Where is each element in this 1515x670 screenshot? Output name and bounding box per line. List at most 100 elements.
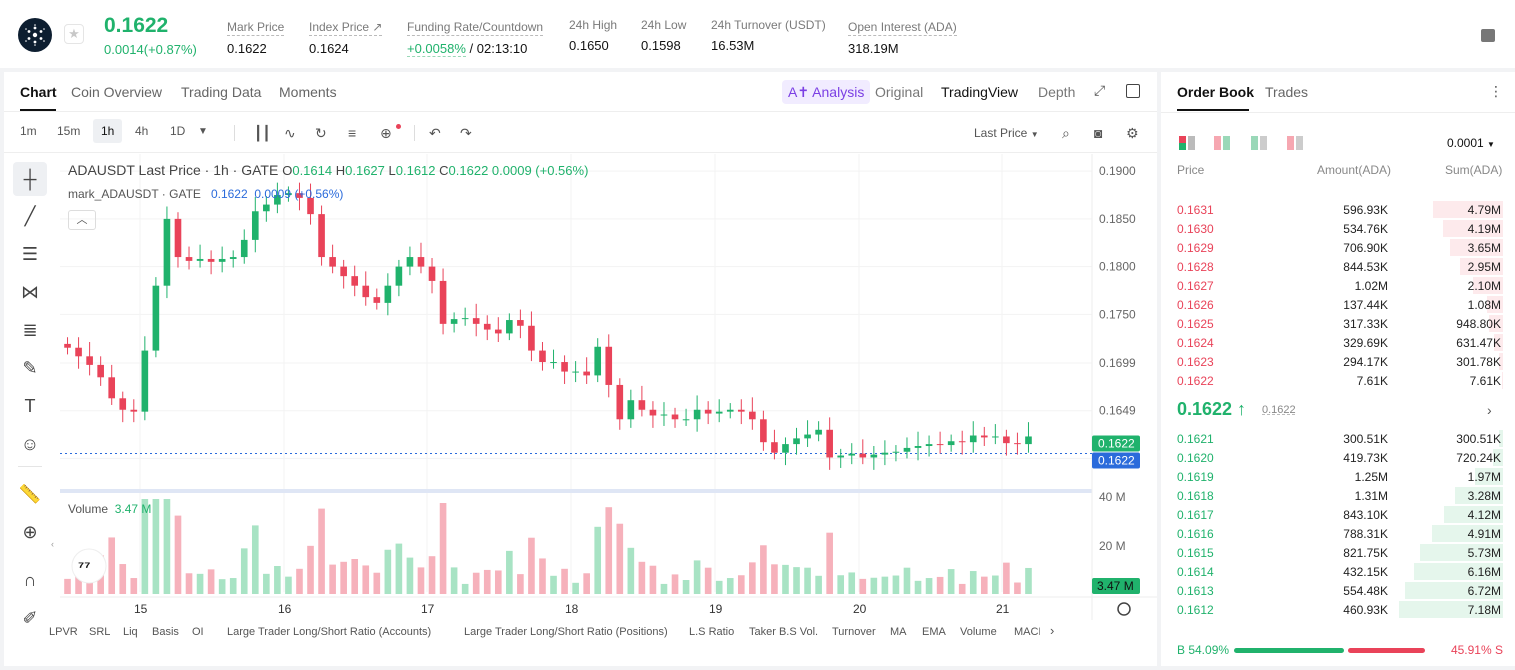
indicator-ema[interactable]: EMA (922, 626, 946, 638)
indicator-oi[interactable]: OI (192, 626, 204, 638)
zoom-in-icon[interactable]: ⊕ (18, 520, 42, 544)
stat-index-price[interactable]: Index Price ↗ 0.1624 (309, 18, 382, 56)
bid-row[interactable]: 0.1616 788.31K 4.91M (1161, 524, 1515, 543)
ask-row[interactable]: 0.1625 317.33K 948.80K (1161, 314, 1515, 333)
window-icon[interactable] (1126, 84, 1140, 98)
ai-analysis-button[interactable]: A✝ Analysis (782, 80, 870, 104)
indicator-macd[interactable]: MACD (1014, 626, 1040, 638)
view-bids-icon[interactable] (1251, 136, 1267, 150)
bid-row[interactable]: 0.1618 1.31M 3.28M (1161, 486, 1515, 505)
ask-row[interactable]: 0.1631 596.93K 4.79M (1161, 200, 1515, 219)
ruler-icon[interactable]: 📏 (18, 482, 42, 506)
timeframe-4h[interactable]: 4h (135, 124, 148, 138)
candle-body (473, 318, 480, 324)
emoji-icon[interactable]: ☺ (18, 432, 42, 456)
timeframe-15m[interactable]: 15m (57, 124, 80, 138)
indicator-liq[interactable]: Liq (123, 626, 138, 638)
timeframe-1m[interactable]: 1m (20, 124, 37, 138)
indicator-basis[interactable]: Basis (152, 626, 179, 638)
bid-row[interactable]: 0.1617 843.10K 4.12M (1161, 505, 1515, 524)
timeframe-1d[interactable]: 1D (170, 124, 185, 138)
indicator-volume[interactable]: Volume (960, 626, 997, 638)
more-vertical-icon[interactable]: ⋮ (1489, 83, 1503, 100)
fibonacci-icon[interactable]: ≣ (18, 318, 42, 342)
timeframe-dropdown-icon[interactable]: ▼ (198, 126, 208, 137)
chevron-right-icon[interactable]: › (1487, 402, 1492, 418)
view-tradingview[interactable]: TradingView (941, 84, 1018, 100)
ask-row[interactable]: 0.1623 294.17K 301.78K (1161, 352, 1515, 371)
price-type-select[interactable]: Last Price ▼ (974, 126, 1039, 140)
magnet-icon[interactable]: ∩ (18, 568, 42, 592)
row-amount: 432.15K (1343, 565, 1388, 579)
chart-grid (60, 154, 1157, 620)
bid-row[interactable]: 0.1614 432.15K 6.16M (1161, 562, 1515, 581)
settings-gear-icon[interactable]: ⚙ (1126, 125, 1139, 142)
indicators-icon[interactable]: ∿ (284, 125, 296, 142)
view-both-icon[interactable] (1179, 136, 1195, 150)
tab-coin-overview[interactable]: Coin Overview (71, 84, 162, 100)
tab-order-book[interactable]: Order Book (1177, 84, 1254, 100)
collapse-legend-button[interactable]: ︿ (68, 210, 96, 230)
tab-trades[interactable]: Trades (1265, 84, 1308, 100)
stat-mark-price[interactable]: Mark Price 0.1622 (227, 18, 284, 56)
volume-bar (793, 567, 800, 594)
bid-row[interactable]: 0.1613 554.48K 6.72M (1161, 581, 1515, 600)
screenshot-icon[interactable]: ◙ (1094, 125, 1102, 141)
candle-body (528, 326, 535, 351)
candle-type-icon[interactable]: ┃┃ (254, 125, 271, 142)
indicator-ltlsr-positions[interactable]: Large Trader Long/Short Ratio (Positions… (464, 626, 668, 638)
redo-icon[interactable]: ↷ (460, 125, 472, 142)
search-icon[interactable]: ⌕ (1062, 125, 1070, 142)
ask-row[interactable]: 0.1628 844.53K 2.95M (1161, 257, 1515, 276)
timeframe-1h[interactable]: 1h (93, 119, 122, 143)
bid-row[interactable]: 0.1619 1.25M 1.97M (1161, 467, 1515, 486)
toolbar-divider (414, 125, 415, 141)
bid-row[interactable]: 0.1620 419.73K 720.24K (1161, 448, 1515, 467)
horizontal-lines-icon[interactable]: ☰ (18, 242, 42, 266)
ask-row[interactable]: 0.1622 7.61K 7.61K (1161, 371, 1515, 390)
brush-icon[interactable]: ✎ (18, 356, 42, 380)
compare-icon[interactable]: ↻ (315, 125, 327, 142)
stat-funding-rate[interactable]: Funding Rate/Countdown +0.0058% / 02:13:1… (407, 18, 543, 56)
indicator-taker-bs-vol[interactable]: Taker B.S Vol. (749, 626, 818, 638)
trendline-icon[interactable]: ╱ (18, 204, 42, 228)
stat-open-interest[interactable]: Open Interest (ADA) 318.19M (848, 18, 957, 56)
indicator-srl[interactable]: SRL (89, 626, 110, 638)
indicator-ls-ratio[interactable]: L.S Ratio (689, 626, 734, 638)
ask-row[interactable]: 0.1629 706.90K 3.65M (1161, 238, 1515, 257)
indicator-ma[interactable]: MA (890, 626, 907, 638)
bid-row[interactable]: 0.1612 460.93K 7.18M (1161, 600, 1515, 619)
chevron-right-icon[interactable]: › (1050, 623, 1054, 638)
view-original[interactable]: Original (875, 84, 923, 100)
guide-book-icon[interactable] (1481, 29, 1495, 42)
ask-row[interactable]: 0.1630 534.76K 4.19M (1161, 219, 1515, 238)
tab-chart[interactable]: Chart (20, 84, 57, 100)
ask-row[interactable]: 0.1627 1.02M 2.10M (1161, 276, 1515, 295)
ask-row[interactable]: 0.1626 137.44K 1.08M (1161, 295, 1515, 314)
precision-select[interactable]: 0.0001 ▼ (1447, 136, 1495, 150)
template-icon[interactable]: ≡ (348, 125, 356, 141)
bid-row[interactable]: 0.1621 300.51K 300.51K (1161, 429, 1515, 448)
collapse-toolbar-icon[interactable]: ‹ (51, 539, 54, 549)
view-depth[interactable]: Depth (1038, 84, 1075, 100)
tab-moments[interactable]: Moments (279, 84, 337, 100)
expand-icon[interactable]: ⤢ (1094, 82, 1105, 99)
row-price: 0.1619 (1177, 470, 1214, 484)
ask-row[interactable]: 0.1624 329.69K 631.47K (1161, 333, 1515, 352)
favorite-star-icon[interactable]: ★ (64, 24, 84, 44)
undo-icon[interactable]: ↶ (429, 125, 441, 142)
candle-body (804, 435, 811, 439)
indicator-ltlsr-accounts[interactable]: Large Trader Long/Short Ratio (Accounts) (227, 626, 431, 638)
view-split-icon[interactable] (1214, 136, 1230, 150)
crosshair-icon[interactable]: ┼ (13, 162, 47, 196)
text-tool-icon[interactable]: T (18, 394, 42, 418)
tab-trading-data[interactable]: Trading Data (181, 84, 261, 100)
indicator-lpvr[interactable]: LPVR (49, 626, 78, 638)
view-asks-icon[interactable] (1287, 136, 1303, 150)
candle-body (859, 454, 866, 458)
bid-row[interactable]: 0.1615 821.75K 5.73M (1161, 543, 1515, 562)
pattern-icon[interactable]: ⋈ (18, 280, 42, 304)
toolbar-divider (234, 125, 235, 141)
add-alert-icon[interactable]: ⊕ (380, 125, 392, 142)
indicator-turnover[interactable]: Turnover (832, 626, 876, 638)
